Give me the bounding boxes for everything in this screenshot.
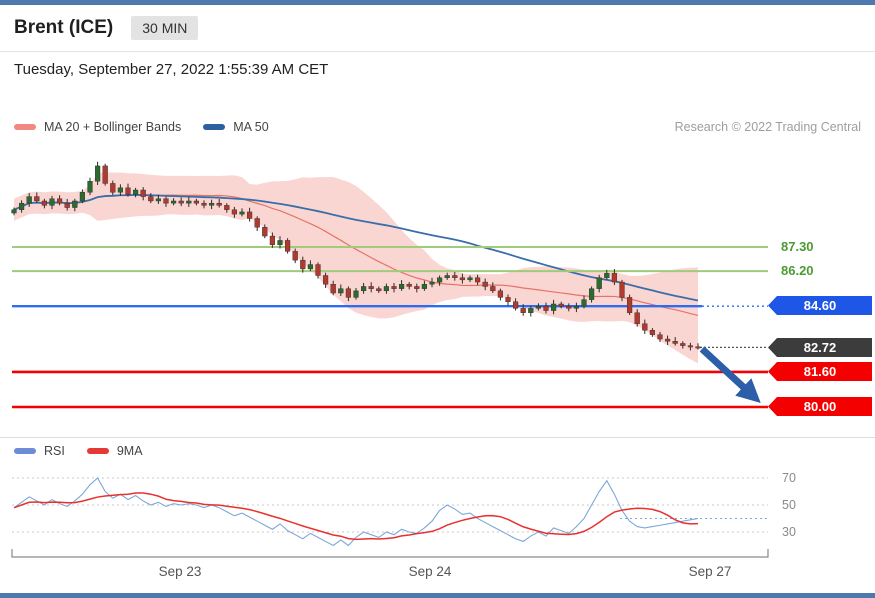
price-badge-support-8000: 80.00 xyxy=(768,397,872,416)
top-accent-bar xyxy=(0,0,875,5)
timeframe-badge: 30 MIN xyxy=(131,16,199,40)
rsi-scale-50: 50 xyxy=(782,498,796,512)
price-badge-support-8160: 81.60 xyxy=(768,362,872,381)
research-credit: Research © 2022 Trading Central xyxy=(674,120,861,134)
rsi-scale-30: 30 xyxy=(782,525,796,539)
ma50-swatch-icon xyxy=(203,124,226,130)
ma50-label: MA 50 xyxy=(233,120,269,134)
bottom-accent-bar xyxy=(0,593,875,598)
rsi-indicator-chart xyxy=(11,477,769,558)
main-price-chart xyxy=(11,161,768,409)
ma9-label: 9MA xyxy=(116,444,143,458)
price-label-resistance-8620: 86.20 xyxy=(781,263,814,278)
x-axis-label-sep24: Sep 24 xyxy=(408,564,452,579)
rsi-swatch-icon xyxy=(14,448,36,454)
price-label-resistance-8730: 87.30 xyxy=(781,239,814,254)
indicator-legend: RSI 9MA xyxy=(14,444,157,458)
instrument-title: Brent (ICE) xyxy=(14,17,114,38)
main-legend: MA 20 + Bollinger Bands MA 50 Research ©… xyxy=(14,120,861,134)
price-badge-last-8272: 82.72 xyxy=(768,338,872,357)
ma20-bollinger-swatch-icon xyxy=(14,124,36,130)
header: Brent (ICE) 30 MIN xyxy=(0,5,875,52)
section-divider xyxy=(0,437,875,438)
ma9-swatch-icon xyxy=(86,448,109,454)
ma20-bollinger-label: MA 20 + Bollinger Bands xyxy=(44,120,182,134)
rsi-scale-70: 70 xyxy=(782,471,796,485)
chart-datetime: Tuesday, September 27, 2022 1:55:39 AM C… xyxy=(14,61,329,78)
x-axis-label-sep27: Sep 27 xyxy=(688,564,732,579)
price-badge-pivot-8460: 84.60 xyxy=(768,296,872,315)
x-axis-label-sep23: Sep 23 xyxy=(158,564,202,579)
rsi-label: RSI xyxy=(44,444,65,458)
